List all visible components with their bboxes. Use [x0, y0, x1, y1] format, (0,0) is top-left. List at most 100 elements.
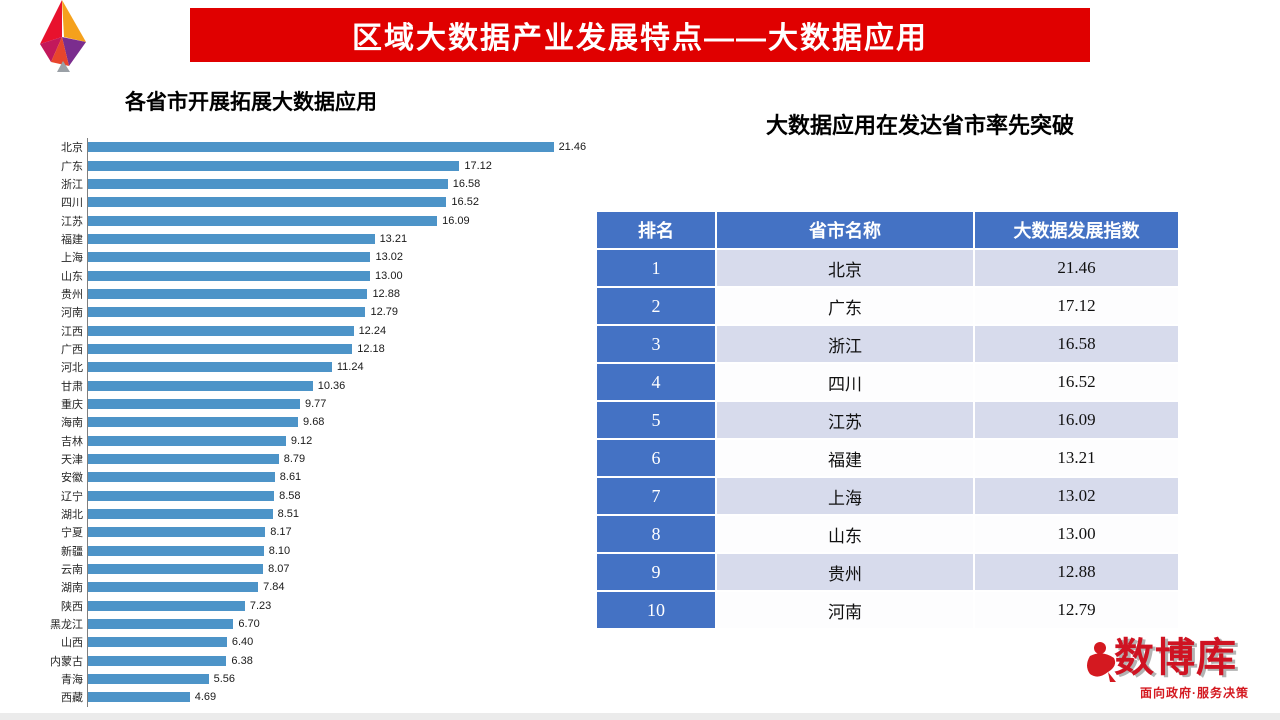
bar-chart-title: 各省市开展拓展大数据应用 [125, 91, 377, 114]
bar [88, 398, 300, 409]
footer-logo-name: 数博库 [1114, 636, 1237, 680]
bar-track: 10.36 [87, 376, 587, 395]
bar-row: 湖南 7.84 [25, 578, 587, 597]
bar [88, 472, 275, 483]
bar-category-label: 广西 [61, 343, 83, 356]
bar-row: 河南 12.79 [25, 303, 587, 322]
bar [88, 454, 279, 465]
bar-track: 9.12 [87, 431, 587, 450]
bar [88, 380, 313, 391]
bar-track: 5.56 [87, 669, 587, 689]
bar-rows: 北京 21.46 广东 17.12 浙江 16.58 四川 16.52 江苏 16.09 福建 13.… [25, 138, 587, 707]
table-head: 排名 省市名称 大数据发展指数 [595, 210, 1180, 250]
bar [88, 655, 227, 666]
bar-category-label: 云南 [61, 564, 83, 577]
bar-category-label: 青海 [61, 674, 83, 687]
bar-value-label: 13.00 [375, 269, 403, 282]
table-cell: 福建 [715, 438, 975, 478]
footer-logo-mascot-icon [1087, 642, 1116, 682]
table-cell: 浙江 [715, 324, 975, 364]
bar-row: 湖北 8.51 [25, 504, 587, 524]
table-header-cell: 大数据发展指数 [973, 210, 1180, 250]
table-cell: 13.00 [973, 514, 1180, 554]
table-row: 9 贵州 12.88 [595, 552, 1180, 592]
bar-category-label: 海南 [61, 417, 83, 430]
bar-track: 8.58 [87, 486, 587, 505]
bar [88, 564, 264, 575]
bar-track: 6.70 [87, 614, 587, 634]
bar [88, 343, 353, 354]
bar [88, 637, 227, 648]
rank-cell: 8 [595, 514, 717, 554]
bar [88, 215, 438, 226]
bar [88, 160, 460, 171]
table-cell: 17.12 [973, 286, 1180, 326]
bar-value-label: 21.46 [558, 141, 587, 154]
table-row: 2 广东 17.12 [595, 286, 1180, 326]
bar-value-label: 6.70 [238, 618, 260, 631]
bar-category-label: 西藏 [61, 692, 83, 705]
bar-track: 13.02 [87, 248, 587, 267]
bar [88, 270, 371, 281]
bar [88, 692, 190, 703]
bar-category-label: 天津 [61, 454, 83, 467]
table-row: 6 福建 13.21 [595, 438, 1180, 478]
bar-track: 16.52 [87, 193, 587, 212]
bar-category-label: 四川 [61, 197, 83, 210]
bar-track: 13.00 [87, 266, 587, 285]
bar [88, 325, 354, 336]
bar-track: 12.24 [87, 321, 587, 340]
bar-category-label: 贵州 [61, 288, 83, 301]
bar-value-label: 16.52 [451, 196, 479, 209]
footer-logo: 数博库 面向政府·服务决策 [1087, 636, 1260, 701]
bar-track: 17.12 [87, 156, 587, 175]
bar-track: 9.77 [87, 394, 587, 414]
bar [88, 582, 259, 593]
bar-track: 4.69 [87, 688, 587, 707]
bar-value-label: 16.09 [442, 214, 470, 227]
bar-track: 16.09 [87, 211, 587, 230]
bar-category-label: 内蒙古 [50, 655, 83, 668]
bar-row: 青海 5.56 [25, 669, 587, 689]
bar-category-label: 河南 [61, 307, 83, 320]
bar-value-label: 8.51 [277, 508, 300, 521]
bar-row: 海南 9.68 [25, 413, 587, 432]
rank-cell: 9 [595, 552, 717, 592]
bar-value-label: 12.18 [357, 342, 385, 355]
table-head-row: 排名 省市名称 大数据发展指数 [595, 210, 1180, 250]
bar-row: 辽宁 8.58 [25, 486, 587, 505]
table-cell: 12.79 [973, 590, 1180, 630]
bar-category-label: 甘肃 [61, 380, 83, 393]
bar-category-label: 重庆 [61, 398, 83, 411]
table-cell: 四川 [715, 362, 975, 402]
bar-track: 6.40 [87, 633, 587, 652]
bar-value-label: 8.10 [268, 544, 291, 557]
bar-track: 8.07 [87, 559, 587, 579]
rank-cell: 5 [595, 400, 717, 440]
bar-row: 江苏 16.09 [25, 211, 587, 230]
bar-row: 西藏 4.69 [25, 688, 587, 707]
table-cell: 13.02 [973, 476, 1180, 516]
rank-cell: 3 [595, 324, 717, 364]
bar [88, 527, 266, 538]
bar-value-label: 8.79 [283, 453, 306, 466]
bar-row: 江西 12.24 [25, 321, 587, 340]
table-cell: 贵州 [715, 552, 975, 592]
bar [88, 288, 368, 299]
table-header-cell: 省市名称 [715, 210, 975, 250]
table-row: 10 河南 12.79 [595, 590, 1180, 630]
bar-row: 宁夏 8.17 [25, 523, 587, 542]
bar [88, 545, 264, 556]
bar-value-label: 17.12 [464, 159, 492, 172]
bar-row: 河北 11.24 [25, 358, 587, 377]
bar-category-label: 黑龙江 [50, 619, 83, 632]
bar-value-label: 9.77 [304, 397, 327, 410]
bar-row: 山东 13.00 [25, 266, 587, 285]
slide-title-banner: 区域大数据产业发展特点——大数据应用 [190, 8, 1090, 62]
bar-value-label: 7.84 [263, 581, 285, 594]
bar-category-label: 新疆 [61, 545, 83, 558]
bar-row: 广西 12.18 [25, 339, 587, 359]
bar-value-label: 6.40 [231, 636, 254, 649]
bar-category-label: 福建 [61, 233, 83, 246]
bar-row: 黑龙江 6.70 [25, 614, 587, 634]
